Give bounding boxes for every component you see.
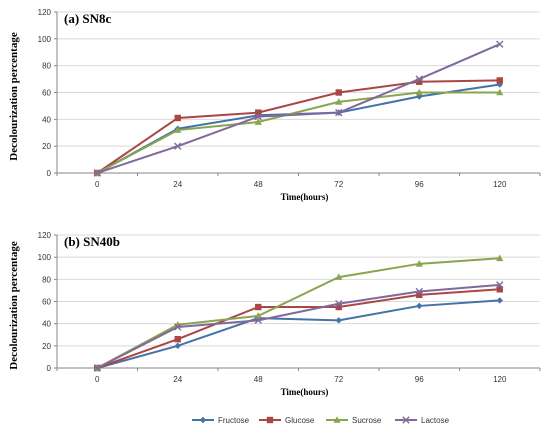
- x-tick-label: 120: [493, 180, 507, 189]
- x-tick-label: 72: [334, 375, 343, 384]
- y-tick-label: 0: [47, 169, 52, 178]
- data-point: [93, 364, 101, 372]
- legend-marker: [333, 416, 341, 423]
- data-point: [254, 316, 262, 325]
- data-point: [496, 88, 504, 96]
- series-line: [96, 83, 500, 174]
- series-lactose: [93, 281, 504, 372]
- data-point: [496, 297, 503, 304]
- data-point: [416, 291, 423, 299]
- x-tick-label: 72: [334, 180, 343, 189]
- data-point: [335, 303, 342, 311]
- y-axis-label: Decolourization percentage: [8, 32, 20, 161]
- data-point: [496, 254, 504, 262]
- legend-marker: [402, 416, 410, 424]
- data-point: [174, 142, 182, 150]
- chart-panel-1: 0 20 40 60 80 100 120 0 24 48 72 96 120 (b) SN40b Deco…: [8, 231, 541, 397]
- series-line: [96, 91, 500, 174]
- legend-marker: [266, 416, 274, 424]
- y-tick-label: 0: [47, 364, 52, 373]
- x-tick-label: 0: [95, 180, 100, 189]
- series-line: [96, 288, 500, 369]
- x-tick-label: 96: [415, 375, 424, 384]
- y-axis-label: Decolourization percentage: [8, 241, 20, 370]
- data-point: [415, 75, 423, 83]
- series-line: [96, 283, 500, 369]
- legend-label: Lactose: [421, 416, 450, 425]
- series-fructose: [94, 297, 503, 372]
- data-point: [496, 40, 504, 48]
- data-point: [496, 77, 503, 84]
- data-point: [335, 108, 343, 117]
- x-tick-label: 48: [254, 180, 263, 189]
- y-tick-label: 40: [42, 115, 51, 124]
- data-point: [416, 78, 423, 85]
- data-point: [254, 312, 262, 319]
- legend-label: Glucose: [285, 416, 315, 425]
- x-tick-label: 0: [95, 375, 100, 384]
- data-point: [335, 98, 343, 105]
- legend-label: Sucrose: [352, 416, 382, 425]
- data-point: [93, 169, 101, 177]
- data-point: [335, 300, 343, 308]
- y-tick-label: 60: [42, 89, 51, 98]
- x-tick-label: 24: [173, 180, 182, 189]
- data-point: [255, 303, 262, 311]
- legend-item-glucose: Glucose: [259, 416, 315, 425]
- data-point: [255, 109, 262, 116]
- legend-item-lactose: Lactose: [395, 416, 450, 425]
- series-lactose: [93, 40, 504, 177]
- data-point: [415, 88, 423, 96]
- y-tick-label: 20: [42, 342, 51, 351]
- data-point: [254, 112, 262, 121]
- y-tick-label: 80: [42, 62, 51, 71]
- data-point: [496, 281, 504, 289]
- y-tick-label: 100: [38, 35, 52, 44]
- y-tick-label: 40: [42, 320, 51, 329]
- legend-item-fructose: Fructose: [192, 416, 250, 425]
- data-point: [174, 335, 181, 343]
- series-glucose: [94, 286, 503, 372]
- series-line: [96, 79, 500, 174]
- chart-panel-0: 0 20 40 60 80 100 120 0 24 48 72 96 120 (a) SN8c Decol…: [8, 8, 541, 202]
- data-point: [174, 342, 181, 350]
- y-tick-label: 100: [38, 253, 52, 262]
- x-tick-label: 48: [254, 375, 263, 384]
- legend-marker: [199, 416, 207, 424]
- data-point: [416, 302, 423, 310]
- legend-item-sucrose: Sucrose: [326, 416, 382, 425]
- data-point: [335, 89, 342, 96]
- y-tick-label: 60: [42, 298, 51, 307]
- y-tick-label: 120: [38, 8, 52, 17]
- data-point: [174, 114, 181, 122]
- data-point: [416, 93, 423, 100]
- x-tick-label: 24: [173, 375, 182, 384]
- data-point: [415, 287, 423, 296]
- y-tick-label: 120: [38, 231, 52, 240]
- data-point: [496, 286, 503, 293]
- chart-title: (b) SN40b: [64, 234, 120, 249]
- x-axis-label: Time(hours): [281, 387, 329, 397]
- legend-label: Fructose: [218, 416, 250, 425]
- series-line: [96, 43, 501, 174]
- data-point: [254, 118, 262, 125]
- y-tick-label: 20: [42, 142, 51, 151]
- data-point: [335, 273, 343, 280]
- x-tick-label: 120: [493, 375, 507, 384]
- series-fructose: [94, 81, 503, 177]
- series-line: [96, 299, 500, 369]
- legend: Fructose Glucose Sucrose Lactose: [192, 416, 450, 425]
- data-point: [415, 260, 423, 267]
- data-point: [335, 317, 342, 324]
- y-tick-label: 80: [42, 275, 51, 284]
- x-tick-label: 96: [415, 180, 424, 189]
- data-point: [174, 323, 182, 331]
- series-line: [96, 257, 500, 369]
- x-axis-label: Time(hours): [281, 192, 329, 202]
- chart-title: (a) SN8c: [64, 11, 112, 26]
- data-point: [174, 126, 182, 133]
